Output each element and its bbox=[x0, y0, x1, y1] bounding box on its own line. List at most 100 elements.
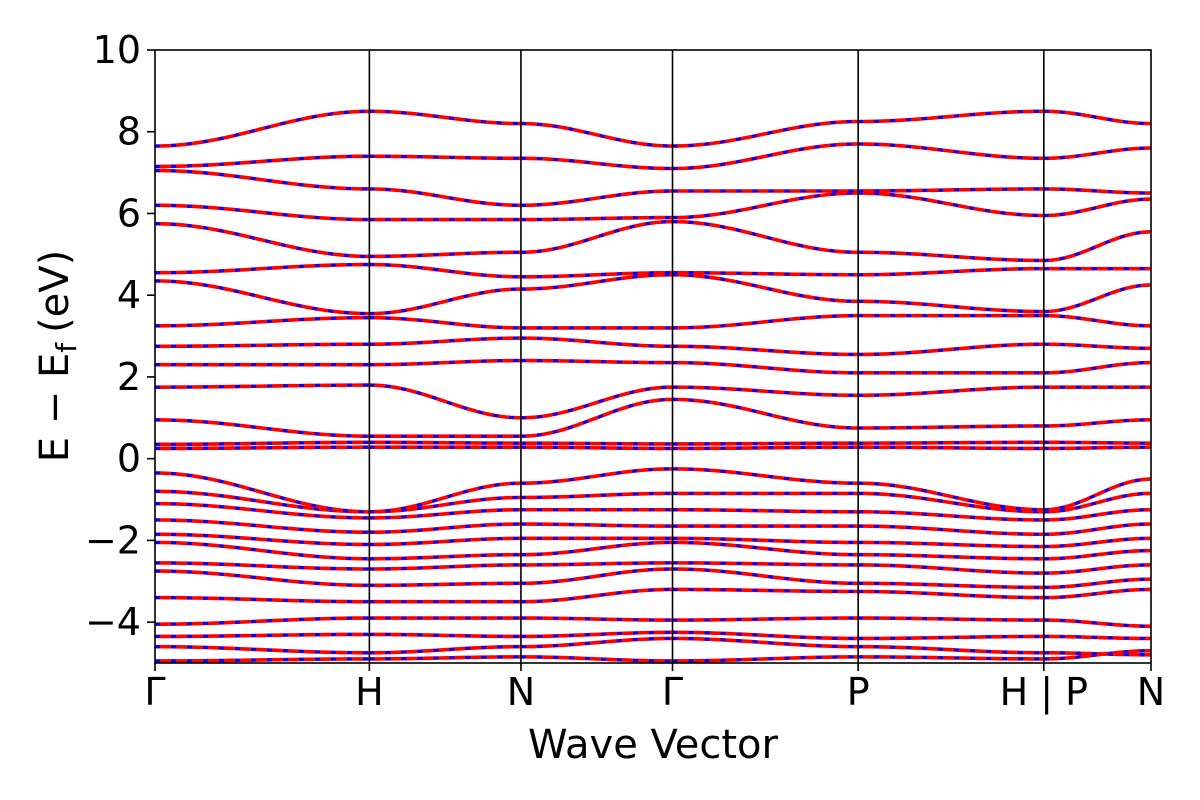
band-line-solid bbox=[858, 481, 1044, 512]
band-line-dashed bbox=[1043, 577, 1151, 589]
band-line-solid bbox=[369, 563, 521, 571]
band-line-solid bbox=[369, 336, 521, 347]
band-line-dashed bbox=[1043, 651, 1151, 657]
band-line-solid bbox=[672, 360, 859, 375]
y-tick-label: 4 bbox=[117, 273, 141, 317]
band-line-solid bbox=[520, 336, 673, 349]
x-tick-label: H | P bbox=[1000, 670, 1088, 715]
band-line-solid bbox=[369, 154, 521, 161]
x-axis-title: Wave Vector bbox=[528, 722, 779, 768]
band-line-solid bbox=[858, 540, 1044, 549]
band-line-dashed bbox=[1043, 549, 1151, 561]
band-line-solid bbox=[672, 467, 859, 485]
band-line-solid bbox=[672, 142, 859, 171]
band-line-dashed bbox=[1043, 440, 1151, 445]
x-axis-ticks: Γ H N Γ P H | P N bbox=[144, 663, 1165, 715]
band-line-dashed bbox=[369, 383, 521, 420]
band-line-dashed bbox=[155, 342, 370, 348]
y-axis-title-main: E − E bbox=[32, 353, 78, 463]
band-line-solid bbox=[520, 467, 673, 485]
band-line-solid bbox=[369, 522, 521, 535]
band-line-solid bbox=[672, 561, 859, 567]
band-line-solid bbox=[369, 358, 521, 367]
band-line-dashed bbox=[1043, 508, 1151, 522]
band-line-dashed bbox=[1043, 109, 1151, 126]
band-line-solid bbox=[672, 397, 859, 430]
band-line-solid bbox=[672, 507, 859, 514]
x-tick-label: P bbox=[847, 670, 870, 714]
band-line-solid bbox=[672, 636, 859, 649]
y-tick-label: 10 bbox=[93, 28, 141, 72]
band-line-dashed bbox=[155, 440, 370, 446]
band-line-solid bbox=[520, 587, 673, 604]
x-tick-label: Γ bbox=[662, 670, 683, 714]
band-line-solid bbox=[520, 270, 673, 279]
band-line-dashed bbox=[155, 596, 370, 604]
band-line-dashed bbox=[1043, 477, 1151, 512]
band-line-solid bbox=[858, 250, 1044, 263]
band-line-solid bbox=[858, 385, 1044, 398]
band-line-solid bbox=[672, 540, 859, 557]
band-line-solid bbox=[520, 441, 673, 446]
band-line-solid bbox=[369, 315, 521, 330]
band-line-dashed bbox=[155, 518, 370, 534]
band-line-solid bbox=[672, 119, 859, 148]
band-line-solid bbox=[858, 634, 1044, 641]
band-line-dashed bbox=[1043, 649, 1151, 661]
band-line-solid bbox=[369, 536, 521, 547]
band-line-dashed bbox=[155, 616, 370, 626]
band-line-solid bbox=[520, 272, 673, 291]
band-line-dashed bbox=[1043, 536, 1151, 549]
band-line-solid bbox=[672, 313, 859, 330]
band-line-solid bbox=[369, 644, 521, 655]
band-line-dashed bbox=[1043, 230, 1151, 262]
band-line-solid bbox=[858, 109, 1044, 124]
band-line-dashed bbox=[1043, 618, 1151, 628]
band-line-dashed bbox=[1043, 314, 1151, 328]
y-tick-label: 6 bbox=[117, 191, 141, 235]
band-line-dashed bbox=[155, 383, 370, 389]
y-axis-title-subscript: f bbox=[50, 342, 83, 353]
band-line-solid bbox=[520, 445, 673, 451]
band-line-dashed bbox=[1043, 634, 1151, 640]
y-tick-label: −2 bbox=[85, 518, 141, 562]
band-line-solid bbox=[858, 142, 1044, 161]
band-line-dashed bbox=[1043, 146, 1151, 160]
band-line-solid bbox=[369, 250, 521, 259]
y-tick-label: −4 bbox=[85, 600, 141, 644]
band-line-solid bbox=[672, 344, 859, 357]
band-line-dashed bbox=[1043, 342, 1151, 350]
band-line-solid bbox=[369, 187, 521, 208]
band-line-dashed bbox=[155, 632, 370, 638]
band-line-solid bbox=[858, 342, 1044, 357]
band-line-solid bbox=[858, 616, 1044, 622]
x-tick-label: N bbox=[507, 670, 535, 714]
band-line-dashed bbox=[155, 569, 370, 587]
band-line-solid bbox=[520, 636, 673, 649]
band-line-solid bbox=[672, 587, 859, 594]
band-line-solid bbox=[858, 491, 1044, 514]
band-line-dashed bbox=[1043, 418, 1151, 428]
band-line-dashed bbox=[1043, 491, 1151, 514]
band-line-solid bbox=[520, 358, 673, 365]
band-line-solid bbox=[858, 299, 1044, 314]
plot-area-background bbox=[155, 50, 1151, 663]
band-line-dashed bbox=[155, 203, 370, 222]
band-line-solid bbox=[369, 552, 521, 561]
band-line-solid bbox=[369, 109, 521, 126]
band-line-dashed bbox=[155, 471, 370, 514]
y-tick-label: 0 bbox=[117, 437, 141, 481]
band-line-solid bbox=[520, 189, 673, 208]
band-line-solid bbox=[369, 655, 521, 661]
band-line-solid bbox=[369, 262, 521, 279]
band-line-solid bbox=[520, 630, 673, 639]
band-line-dashed bbox=[155, 169, 370, 191]
band-line-solid bbox=[858, 509, 1044, 522]
band-line-dashed bbox=[1043, 445, 1151, 450]
band-line-dashed bbox=[155, 263, 370, 275]
x-tick-label: H bbox=[355, 670, 384, 714]
band-line-solid bbox=[858, 563, 1044, 575]
band-line-dashed bbox=[520, 220, 673, 254]
